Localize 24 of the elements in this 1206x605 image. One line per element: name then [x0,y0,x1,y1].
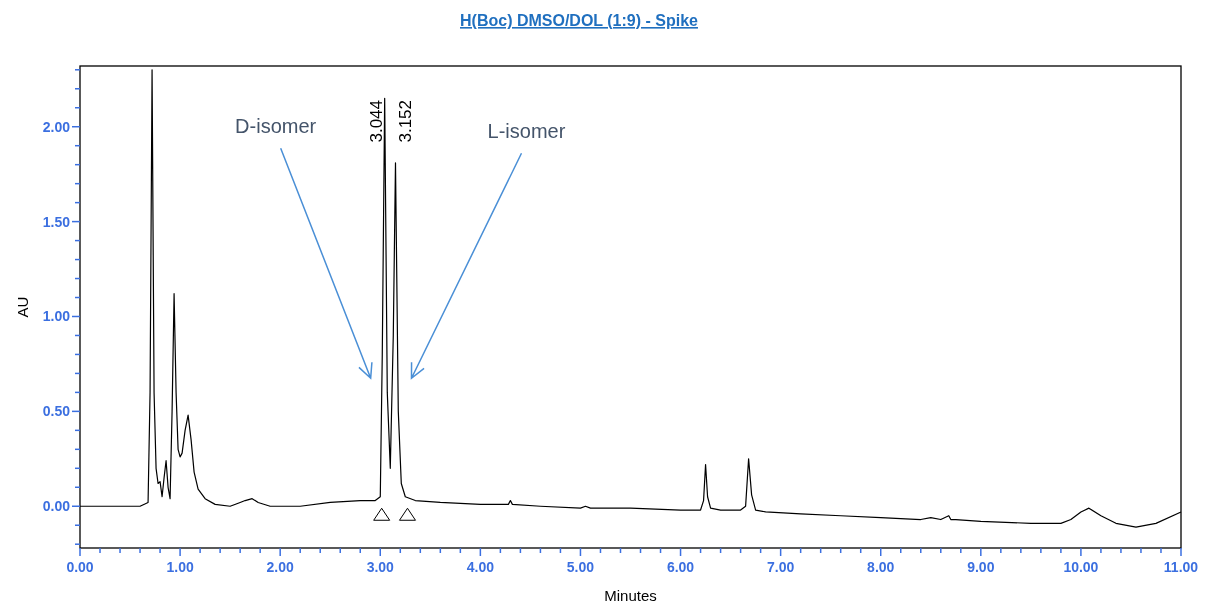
x-tick-label: 10.00 [1063,559,1099,575]
x-tick-label: 8.00 [867,559,895,575]
x-tick-label: 5.00 [566,559,595,575]
annotation: L-isomer [487,120,566,143]
y-tick-label: 2.00 [42,118,71,135]
x-tick-label: 4.00 [466,559,495,575]
y-tick-label: 1.00 [42,308,71,325]
x-tick-label: 3.00 [366,559,395,575]
x-tick-label: 11.00 [1163,559,1199,575]
x-tick-label: 0.00 [66,559,94,575]
y-tick-label: 0.00 [42,498,71,515]
y-tick-label: 0.50 [42,403,71,420]
x-tick-label: 1.00 [166,559,194,575]
x-axis-title: Minutes [604,587,657,604]
annotation: D-isomer [235,115,317,138]
y-tick-label: 1.50 [42,213,71,230]
chart-title: H(Boc) DMSO/DOL (1:9) - Spike [460,12,699,29]
x-tick-label: 7.00 [767,559,795,575]
x-tick-label: 9.00 [967,559,995,575]
annotation: 3.044 [366,100,386,143]
y-axis-title: AU [14,296,31,318]
annotation: 3.152 [396,100,416,143]
x-tick-label: 2.00 [266,559,295,575]
x-tick-label: 6.00 [666,559,695,575]
